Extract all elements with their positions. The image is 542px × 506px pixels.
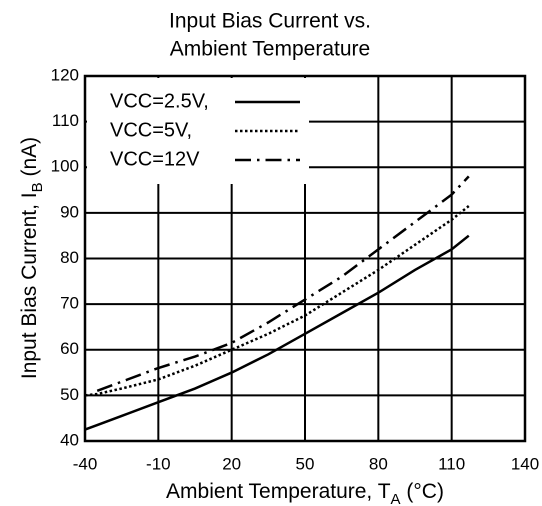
y-tick-label: 110	[52, 111, 79, 130]
y-tick-label: 80	[60, 248, 79, 267]
x-axis-label-part: (°C)	[401, 480, 444, 503]
x-axis-label-part: A	[391, 491, 401, 506]
x-tick-label: 50	[296, 454, 315, 473]
x-tick-label: -10	[146, 454, 171, 473]
series-line	[84, 234, 470, 431]
x-axis-label-part: Ambient Temperature, T	[166, 480, 391, 503]
x-tick-label: 20	[222, 454, 241, 473]
x-tick-label: 110	[438, 454, 465, 473]
series-line	[96, 175, 470, 392]
legend-label: VCC=2.5V,	[110, 90, 209, 112]
legend-label: VCC=12V	[110, 148, 200, 170]
chart-title: Input Bias Current vs.	[169, 10, 371, 33]
y-tick-label: 90	[60, 202, 79, 221]
y-tick-label: 60	[60, 339, 79, 358]
x-tick-label: 140	[511, 454, 539, 473]
y-axis-label: Input Bias Current, IB (nA)	[18, 137, 47, 379]
y-tick-label: 50	[60, 385, 79, 404]
y-tick-label: 70	[60, 294, 79, 313]
y-axis-label-part: (nA)	[18, 137, 41, 183]
plot-frame	[83, 74, 527, 443]
y-tick-label: 40	[60, 430, 79, 449]
series-line	[84, 205, 470, 397]
x-tick-label: 80	[369, 454, 388, 473]
y-tick-label: 120	[51, 65, 79, 84]
x-tick-label: -40	[73, 454, 98, 473]
y-axis-label-part: B	[29, 182, 46, 192]
legend-label: VCC=5V,	[110, 119, 192, 141]
x-axis-label: Ambient Temperature, TA (°C)	[166, 480, 444, 506]
y-tick-label: 100	[51, 157, 79, 176]
chart-title: Ambient Temperature	[170, 38, 370, 61]
y-axis-label-part: Input Bias Current, I	[18, 192, 41, 379]
